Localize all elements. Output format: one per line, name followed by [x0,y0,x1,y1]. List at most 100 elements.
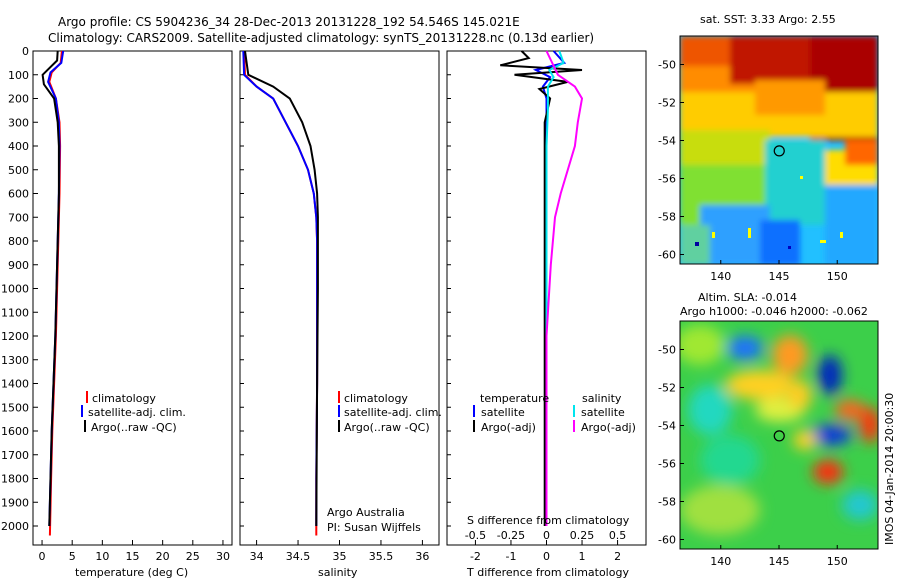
sla-map-image [680,321,878,549]
x-tick-label: -1 [505,550,516,563]
s-diff-tick-label: 0.25 [570,529,595,542]
sst-map-title: sat. SST: 3.33 Argo: 2.55 [700,13,836,26]
depth-tick-label: 900 [8,259,29,272]
series-s-satellite [545,50,565,526]
salinity-series [242,50,319,536]
depth-tick-label: 1600 [1,425,29,438]
map-y-tick-label: -52 [658,97,676,110]
x-tick-label: 30 [216,550,230,563]
difference-series [500,50,584,526]
map-y-tick-label: -50 [658,59,676,72]
map-y-tick-label: -56 [658,458,676,471]
t-difference-xlabel: T difference from climatology [466,566,629,579]
argo-position-marker [773,145,785,157]
map-x-tick-label: 150 [827,270,848,283]
map-y-tick-label: -60 [658,534,676,547]
difference-legend: temperature satellite Argo(-adj) salinit… [473,392,636,434]
legend-temperature-title: temperature [480,392,549,405]
map-y-tick-label: -56 [658,173,676,186]
depth-tick-label: 1200 [1,330,29,343]
depth-tick-label: 1000 [1,283,29,296]
x-tick-label: 34 [250,550,264,563]
depth-tick-label: 1700 [1,449,29,462]
map-y-tick-label: -60 [658,249,676,262]
depth-tick-label: 100 [8,69,29,82]
map-y-tick-label: -54 [658,135,676,148]
map-y-tick-label: -58 [658,211,676,224]
s-difference-x-axis: -0.5 -0.25 0 0.25 0.5 [465,529,627,542]
depth-tick-label: 700 [8,211,29,224]
legend-climatology: climatology [344,392,408,405]
depth-tick-label: 1900 [1,496,29,509]
legend-climatology: climatology [92,392,156,405]
legend-salinity-title: salinity [582,392,622,405]
salinity-legend: climatology satellite-adj. clim. Argo(..… [338,391,442,434]
legend-argo: Argo(..raw -QC) [91,421,177,434]
x-tick-label: 2 [614,550,621,563]
map-x-tick-label: 140 [710,270,731,283]
profile-title: Argo profile: CS 5904236_34 28-Dec-2013 … [58,15,520,29]
map-y-tick-label: -52 [658,382,676,395]
temperature-xlabel: temperature (deg C) [75,566,188,579]
s-diff-tick-label: -0.5 [465,529,486,542]
x-tick-label: 5 [69,550,76,563]
temperature-panel: 0 100 200 300 400 500 600 700 800 900 1000 1100 1200… [1,45,233,579]
sla-map-subtitle: Argo h1000: -0.046 h2000: -0.062 [680,305,868,318]
depth-tick-label: 200 [8,93,29,106]
legend-s-satellite: satellite [581,406,625,419]
series-t-argo-adj- [500,50,583,526]
salinity-xlabel: salinity [318,566,358,579]
depth-tick-label: 1400 [1,378,29,391]
depth-tick-label: 1100 [1,306,29,319]
depth-tick-label: 800 [8,235,29,248]
salinity-panel: 34 34.5 35 35.5 36 salinity climatology sate… [239,50,442,579]
salinity-x-axis: 34 34.5 35 35.5 36 [240,50,429,563]
map-y-tick-label: -54 [658,420,676,433]
legend-satellite-clim: satellite-adj. clim. [88,406,186,419]
sst-map-axes: 140 145 150 -50 -52 -54 -56 -58 -60 [658,59,848,284]
series-s-argo-adj- [545,50,584,526]
x-tick-label: -2 [470,550,481,563]
argo-position-marker [773,430,785,442]
sla-map-title: Altim. SLA: -0.014 [698,291,797,304]
temperature-legend: climatology satellite-adj. clim. Argo(..… [81,391,186,434]
depth-tick-label: 1500 [1,401,29,414]
map-x-tick-label: 140 [710,555,731,568]
x-tick-label: 0 [39,550,46,563]
x-tick-label: 1 [579,550,586,563]
depth-tick-label: 500 [8,164,29,177]
sla-map-axes: 140 145 150 -50 -52 -54 -56 -58 -60 [658,344,848,569]
series-argo-raw-qc- [41,50,60,527]
temperature-series [41,50,65,536]
depth-tick-label: 1300 [1,354,29,367]
s-difference-xlabel: S difference from climatology [467,514,630,527]
depth-tick-label: 1800 [1,473,29,486]
map-y-tick-label: -50 [658,344,676,357]
legend-s-argo: Argo(-adj) [581,421,636,434]
x-tick-label: 35 [333,550,347,563]
s-diff-tick-label: 0.5 [609,529,627,542]
sla-map-panel: Altim. SLA: -0.014 Argo h1000: -0.046 h2… [658,291,896,568]
legend-t-satellite: satellite [481,406,525,419]
depth-axis: 0 100 200 300 400 500 600 700 800 900 1000 1100 1200… [1,45,38,533]
s-diff-tick-label: 0 [543,529,550,542]
credit-pi: PI: Susan Wijffels [327,521,421,534]
temperature-x-axis: 0 5 10 15 20 25 30 [39,540,230,563]
x-tick-label: 0 [543,550,550,563]
climatology-title: Climatology: CARS2009. Satellite-adjuste… [48,31,594,45]
depth-tick-label: 300 [8,116,29,129]
imos-timestamp: IMOS 04-Jan-2014 20:00:30 [883,393,896,545]
map-x-tick-label: 145 [769,555,790,568]
sst-map-image [680,36,878,264]
x-tick-label: 15 [126,550,140,563]
x-tick-label: 10 [95,550,109,563]
map-x-tick-label: 145 [769,270,790,283]
x-tick-label: 20 [156,550,170,563]
depth-tick-label: 600 [8,188,29,201]
x-tick-label: 34.5 [286,550,311,563]
depth-tick-label: 400 [8,140,29,153]
legend-argo: Argo(..raw -QC) [344,421,430,434]
map-x-tick-label: 150 [827,555,848,568]
x-tick-label: 35.5 [369,550,394,563]
